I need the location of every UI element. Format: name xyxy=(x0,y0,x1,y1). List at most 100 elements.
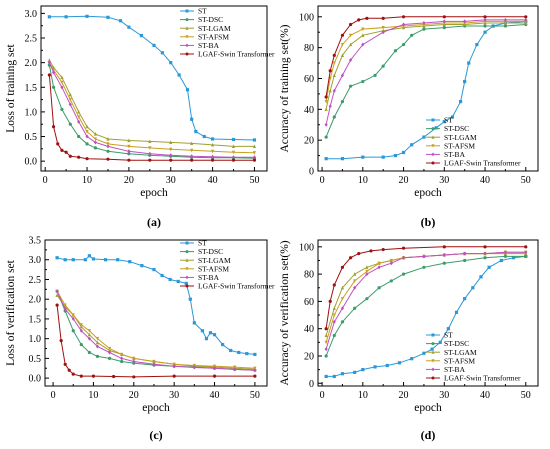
legend-item: LGAF-Swin Transformer xyxy=(426,374,521,383)
legend-label: ST-DSC xyxy=(444,339,469,348)
series-st-afsm xyxy=(55,289,257,371)
legend-item: ST-DSC xyxy=(180,247,223,256)
legend-item: ST-BA xyxy=(426,150,466,159)
series-line xyxy=(325,246,526,329)
data-point xyxy=(87,254,91,258)
panel-label: (a) xyxy=(147,215,161,229)
legend-item: ST-AFSM xyxy=(180,264,229,273)
data-point xyxy=(127,144,131,149)
data-point xyxy=(328,88,332,93)
data-point xyxy=(253,368,257,373)
series-st-afsm xyxy=(47,61,257,155)
data-point xyxy=(463,258,467,263)
series-line xyxy=(48,62,255,158)
data-point xyxy=(401,255,406,260)
data-point xyxy=(148,139,152,144)
series-line xyxy=(48,65,255,159)
data-point xyxy=(185,88,190,92)
legend-label: ST xyxy=(444,116,453,125)
series-line xyxy=(325,24,526,138)
y-tick-label: 3.5 xyxy=(29,236,42,247)
x-tick-label: 30 xyxy=(439,390,449,401)
data-point xyxy=(202,134,206,139)
data-point xyxy=(210,137,215,141)
y-tick-label: 100 xyxy=(299,12,314,23)
data-point xyxy=(120,359,124,364)
data-point xyxy=(361,27,365,32)
data-point xyxy=(340,265,345,269)
data-point xyxy=(503,17,508,22)
data-point xyxy=(353,306,357,310)
x-tick-label: 0 xyxy=(51,390,56,401)
data-point xyxy=(377,261,381,266)
data-point xyxy=(106,142,110,146)
data-point xyxy=(348,84,353,88)
data-point xyxy=(212,366,217,371)
data-point xyxy=(79,328,83,333)
data-point xyxy=(324,347,328,352)
data-point xyxy=(210,149,215,154)
data-point xyxy=(106,149,110,153)
series-st-afsm xyxy=(324,250,528,345)
y-tick-label: 40 xyxy=(304,324,314,335)
legend-item: ST-AFSM xyxy=(426,356,475,365)
data-point xyxy=(106,157,110,161)
data-point xyxy=(107,356,112,360)
data-point xyxy=(483,251,487,256)
data-point xyxy=(332,333,336,338)
data-point xyxy=(93,146,98,150)
data-point xyxy=(77,109,81,114)
data-point xyxy=(252,158,257,162)
data-point xyxy=(252,151,257,155)
data-point xyxy=(438,340,442,344)
series-lgaf-swin-transformer xyxy=(55,303,257,379)
y-tick-label: 100 xyxy=(299,242,314,253)
data-point xyxy=(253,352,257,357)
data-point xyxy=(93,137,98,141)
data-point xyxy=(389,258,393,263)
data-point xyxy=(47,60,51,65)
data-point xyxy=(210,142,215,147)
legend-item: ST-DSC xyxy=(426,124,469,133)
data-point xyxy=(442,245,446,249)
data-point xyxy=(483,24,487,28)
data-point xyxy=(68,97,72,102)
data-point xyxy=(340,320,345,324)
data-point xyxy=(210,158,215,162)
legend-label: ST-AFSM xyxy=(198,264,229,273)
data-point xyxy=(397,361,402,365)
series-line xyxy=(56,291,255,371)
data-point xyxy=(332,306,336,310)
data-point xyxy=(210,154,215,159)
data-point xyxy=(422,20,426,25)
series-line xyxy=(325,251,526,343)
y-tick-label: 0 xyxy=(309,379,314,390)
data-point xyxy=(401,150,406,155)
data-point xyxy=(71,258,75,262)
data-point xyxy=(95,340,100,345)
data-point xyxy=(112,374,116,379)
data-point xyxy=(353,272,357,276)
data-point xyxy=(64,150,68,154)
data-point xyxy=(340,306,345,311)
data-point xyxy=(106,136,110,141)
data-point xyxy=(365,297,369,301)
legend-item: ST-LGAM xyxy=(180,24,231,33)
panel-c-chart: 0 10 20 30 40 50 0.0 0.5 1.0 1.5 2.0 2.5 3.0 3.5 epoch… xyxy=(5,236,275,443)
data-point xyxy=(204,337,209,341)
x-tick-label: 30 xyxy=(439,175,449,186)
x-tick-label: 50 xyxy=(521,390,531,401)
series-st-lgam xyxy=(324,251,528,338)
data-point xyxy=(348,22,353,27)
legend-label: ST-BA xyxy=(444,150,466,159)
y-tick-label: 1.5 xyxy=(29,314,42,325)
data-point xyxy=(190,148,194,153)
data-point xyxy=(106,15,110,19)
series-line xyxy=(326,20,526,160)
data-point xyxy=(127,149,131,154)
x-tick-label: 0 xyxy=(320,390,325,401)
data-point xyxy=(483,256,487,260)
data-point xyxy=(463,19,467,24)
series-st-lgam xyxy=(324,20,528,111)
